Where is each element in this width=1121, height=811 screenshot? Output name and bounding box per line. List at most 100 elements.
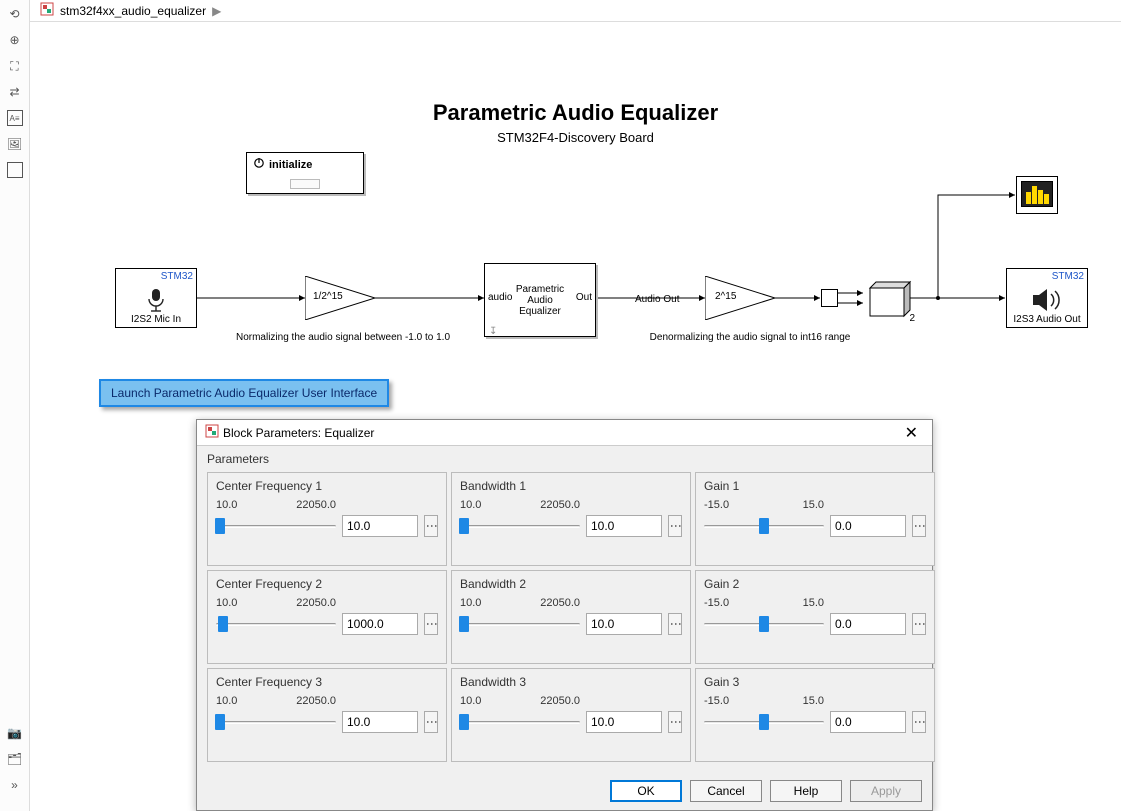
expand-icon[interactable]: » (7, 777, 23, 793)
param-slider[interactable] (460, 713, 580, 731)
mic-in-block[interactable]: STM32 I2S2 Mic In (115, 268, 197, 328)
hierarchy-icon[interactable]: 🗂 (7, 751, 23, 767)
param-range: 10.022050.0 (216, 499, 336, 511)
param-slider[interactable] (460, 517, 580, 535)
breadcrumb: stm32f4xx_audio_equalizer ▶ (30, 0, 1121, 22)
param-value-input[interactable] (342, 613, 418, 635)
image-icon[interactable]: 🖼 (7, 136, 23, 152)
concat-block[interactable]: 2 (864, 280, 912, 321)
param-value-input[interactable] (586, 515, 662, 537)
param-cell: Gain 3 -15.015.0 ⋮ (695, 668, 935, 762)
left-toolbar: ⟲ ⊕ ⛶ ⇄ A≡ 🖼 📷 🗂 » (0, 0, 30, 811)
param-slider[interactable] (704, 713, 824, 731)
dialog-icon (205, 424, 219, 441)
gain1-caption: Normalizing the audio signal between -1.… (213, 332, 473, 343)
param-slider[interactable] (704, 615, 824, 633)
param-range: 10.022050.0 (216, 597, 336, 609)
fit-icon[interactable]: ⛶ (7, 58, 23, 74)
param-value-input[interactable] (830, 613, 906, 635)
param-title: Center Frequency 1 (216, 479, 438, 493)
param-cell: Center Frequency 1 10.022050.0 ⋮ (207, 472, 447, 566)
param-more-icon[interactable]: ⋮ (668, 613, 682, 635)
param-range: -15.015.0 (704, 499, 824, 511)
param-more-icon[interactable]: ⋮ (912, 711, 926, 733)
param-title: Gain 3 (704, 675, 926, 689)
parameters-section-label: Parameters (207, 452, 922, 466)
param-title: Bandwidth 2 (460, 577, 682, 591)
param-slider[interactable] (704, 517, 824, 535)
launch-ui-label: Launch Parametric Audio Equalizer User I… (111, 386, 377, 400)
param-title: Center Frequency 2 (216, 577, 438, 591)
zoom-in-icon[interactable]: ⊕ (7, 32, 23, 48)
param-more-icon[interactable]: ⋮ (424, 515, 438, 537)
param-more-icon[interactable]: ⋮ (668, 711, 682, 733)
concat-count: 2 (909, 313, 915, 324)
param-cell: Center Frequency 3 10.022050.0 ⋮ (207, 668, 447, 762)
audio-out-block[interactable]: STM32 I2S3 Audio Out (1006, 268, 1088, 328)
gain1-label: 1/2^15 (313, 291, 343, 302)
rect-icon[interactable] (7, 162, 23, 178)
swap-icon[interactable]: ⇄ (7, 84, 23, 100)
back-icon[interactable]: ⟲ (7, 6, 23, 22)
initialize-label: initialize (269, 159, 312, 171)
scope-block[interactable] (1016, 176, 1058, 214)
equalizer-block[interactable]: audio Parametric Audio Equalizer Out ↧ (484, 263, 596, 337)
param-title: Gain 2 (704, 577, 926, 591)
diagram-subtitle: STM32F4-Discovery Board (30, 130, 1121, 145)
param-slider[interactable] (216, 517, 336, 535)
gain2-block[interactable]: 2^15 (705, 276, 775, 320)
param-cell: Gain 1 -15.015.0 ⋮ (695, 472, 935, 566)
gain2-label: 2^15 (715, 291, 736, 302)
param-slider[interactable] (216, 615, 336, 633)
param-more-icon[interactable]: ⋮ (424, 613, 438, 635)
close-icon[interactable]: ✕ (899, 423, 924, 443)
param-title: Gain 1 (704, 479, 926, 493)
help-button[interactable]: Help (770, 780, 842, 802)
param-value-input[interactable] (586, 711, 662, 733)
dialog-titlebar[interactable]: Block Parameters: Equalizer ✕ (197, 420, 932, 446)
param-value-input[interactable] (586, 613, 662, 635)
audio-out-wire-label: Audio Out (635, 294, 679, 305)
param-range: -15.015.0 (704, 695, 824, 707)
param-range: 10.022050.0 (460, 499, 580, 511)
param-cell: Bandwidth 3 10.022050.0 ⋮ (451, 668, 691, 762)
microphone-icon (141, 287, 171, 313)
ok-button[interactable]: OK (610, 780, 682, 802)
launch-ui-button[interactable]: Launch Parametric Audio Equalizer User I… (99, 379, 389, 407)
param-value-input[interactable] (830, 711, 906, 733)
param-slider[interactable] (460, 615, 580, 633)
param-title: Center Frequency 3 (216, 675, 438, 689)
param-value-input[interactable] (830, 515, 906, 537)
camera-icon[interactable]: 📷 (7, 725, 23, 741)
param-more-icon[interactable]: ⋮ (912, 515, 926, 537)
diagram-title: Parametric Audio Equalizer (30, 100, 1121, 126)
initialize-block[interactable]: initialize (246, 152, 364, 194)
power-icon (253, 157, 265, 172)
diagram-title-block: Parametric Audio Equalizer STM32F4-Disco… (30, 100, 1121, 145)
param-cell: Bandwidth 110.022050.0⋮ (451, 472, 691, 566)
textbox-icon[interactable]: A≡ (7, 110, 23, 126)
parameters-grid: Center Frequency 110.022050.0⋮Bandwidth … (207, 472, 922, 762)
param-slider[interactable] (216, 713, 336, 731)
param-title: Bandwidth 3 (460, 675, 682, 689)
model-icon (40, 2, 54, 19)
param-more-icon[interactable]: ⋮ (912, 613, 926, 635)
param-more-icon[interactable]: ⋮ (668, 515, 682, 537)
param-value-input[interactable] (342, 711, 418, 733)
param-range: 10.022050.0 (460, 695, 580, 707)
param-cell: Bandwidth 2 10.022050.0 ⋮ (451, 570, 691, 664)
speaker-icon (1029, 287, 1065, 313)
gain1-block[interactable]: 1/2^15 (305, 276, 375, 320)
breadcrumb-model-name[interactable]: stm32f4xx_audio_equalizer (60, 4, 206, 18)
param-range: -15.015.0 (704, 597, 824, 609)
param-range: 10.022050.0 (460, 597, 580, 609)
param-range: 10.022050.0 (216, 695, 336, 707)
stm32-badge: STM32 (161, 271, 193, 282)
cancel-button[interactable]: Cancel (690, 780, 762, 802)
demux-block[interactable] (821, 289, 838, 307)
param-more-icon[interactable]: ⋮ (424, 711, 438, 733)
mic-in-label: I2S2 Mic In (116, 314, 196, 325)
apply-button: Apply (850, 780, 922, 802)
param-value-input[interactable] (342, 515, 418, 537)
breadcrumb-arrow-icon: ▶ (212, 4, 221, 18)
